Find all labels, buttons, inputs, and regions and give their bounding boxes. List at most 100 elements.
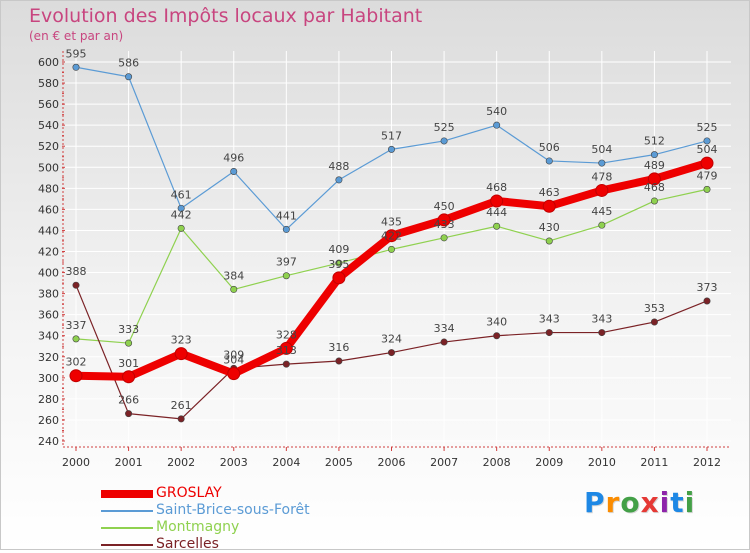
x-tick-label: 2010 (588, 456, 616, 469)
data-point (230, 167, 238, 175)
logo-letter: i (684, 486, 696, 519)
x-tick-label: 2008 (483, 456, 511, 469)
data-label: 409 (328, 243, 349, 256)
x-tick-label: 2009 (535, 456, 563, 469)
y-tick-label: 280 (38, 393, 59, 406)
x-tick-label: 2007 (430, 456, 458, 469)
chart-title: Evolution des Impôts locaux par Habitant (29, 5, 423, 27)
data-point (335, 357, 343, 365)
data-label: 445 (591, 205, 612, 218)
data-point (282, 272, 290, 280)
data-point (279, 341, 293, 355)
data-point (177, 224, 185, 232)
data-label: 301 (118, 357, 139, 370)
legend-swatch (101, 527, 153, 529)
y-tick-label: 580 (38, 77, 59, 90)
y-tick-label: 520 (38, 140, 59, 153)
legend-swatch (101, 490, 153, 498)
data-point (335, 259, 343, 267)
data-point (542, 199, 556, 213)
data-label: 313 (276, 344, 297, 357)
data-label: 324 (381, 333, 402, 346)
data-label: 468 (486, 181, 507, 194)
data-label: 525 (434, 121, 455, 134)
logo-letter: r (605, 486, 621, 519)
data-point (332, 271, 346, 285)
data-point (335, 176, 343, 184)
legend-label: Montmagny (156, 519, 240, 535)
data-point (177, 204, 185, 212)
data-label: 433 (434, 218, 455, 231)
x-tick-label: 2006 (378, 456, 406, 469)
legend-label: Sarcelles (156, 536, 219, 552)
data-point (545, 237, 553, 245)
proxiti-logo: Proxiti (584, 486, 695, 519)
data-point (72, 335, 80, 343)
data-point (174, 347, 188, 361)
data-point (703, 137, 711, 145)
data-point (545, 157, 553, 165)
data-point (493, 332, 501, 340)
data-label: 504 (591, 143, 612, 156)
data-label: 479 (697, 169, 718, 182)
data-label: 512 (644, 135, 665, 148)
data-point (125, 339, 133, 347)
data-point (598, 159, 606, 167)
data-point (490, 194, 504, 208)
data-label: 333 (118, 323, 139, 336)
legend-item: GROSLAY (101, 485, 361, 502)
y-tick-label: 380 (38, 288, 59, 301)
logo-letter: t (670, 486, 685, 519)
data-point (598, 221, 606, 229)
data-label: 489 (644, 159, 665, 172)
data-point (387, 349, 395, 357)
x-tick-label: 2004 (272, 456, 300, 469)
data-point (598, 329, 606, 337)
data-label: 302 (66, 356, 87, 369)
logo-letter: i (659, 486, 671, 519)
data-label: 323 (171, 334, 192, 347)
chart-legend: GROSLAY Saint-Brice-sous-Forêt Montmagny Sa… (101, 485, 361, 553)
data-point (650, 197, 658, 205)
data-label: 309 (223, 348, 244, 361)
logo-letter: o (620, 486, 641, 519)
data-point (650, 318, 658, 326)
data-point (493, 121, 501, 129)
y-tick-label: 260 (38, 414, 59, 427)
data-label: 463 (539, 186, 560, 199)
x-tick-label: 2001 (115, 456, 143, 469)
data-point (282, 360, 290, 368)
legend-item: Montmagny (101, 519, 361, 536)
data-label: 441 (276, 209, 297, 222)
data-point (227, 367, 241, 381)
data-point (387, 145, 395, 153)
y-tick-label: 340 (38, 330, 59, 343)
y-tick-label: 560 (38, 98, 59, 111)
data-point (177, 415, 185, 423)
data-point (282, 225, 290, 233)
data-point (72, 281, 80, 289)
data-point (72, 63, 80, 71)
data-point (387, 245, 395, 253)
data-label: 461 (171, 188, 192, 201)
data-label: 388 (66, 265, 87, 278)
data-label: 488 (328, 160, 349, 173)
data-point (595, 183, 609, 197)
data-point (122, 370, 136, 384)
data-point (493, 222, 501, 230)
x-tick-label: 2012 (693, 456, 721, 469)
data-point (703, 297, 711, 305)
data-label: 343 (539, 313, 560, 326)
y-tick-label: 460 (38, 203, 59, 216)
data-label: 395 (328, 258, 349, 271)
data-point (647, 172, 661, 186)
data-point (703, 185, 711, 193)
x-tick-label: 2002 (167, 456, 195, 469)
data-label: 397 (276, 256, 297, 269)
data-point (700, 156, 714, 170)
data-point (440, 137, 448, 145)
legend-swatch (101, 510, 153, 512)
legend-item: Sarcelles (101, 536, 361, 553)
legend-item: Saint-Brice-sous-Forêt (101, 502, 361, 519)
